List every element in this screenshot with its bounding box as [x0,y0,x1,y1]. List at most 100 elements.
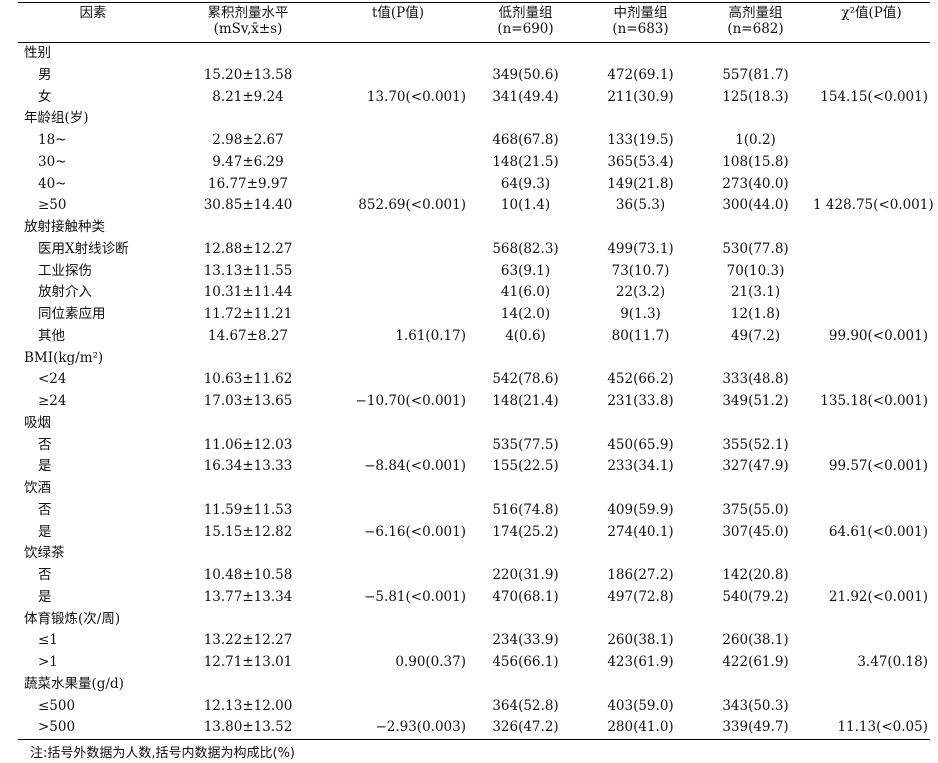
t-value-cell: −6.16(<0.001) [364,523,466,540]
header-mid-dose: 中剂量组 (n=683) [583,2,698,43]
t-value-cell [328,348,468,370]
t-value-cell [328,65,468,87]
table-row: 放射介入 10.31±11.44 41(6.0) 22(3.2) 21(3.1) [18,282,930,304]
high-dose-cell: 375(55.0) [722,501,789,518]
high-dose-cell [698,543,813,565]
low-dose-cell [468,543,583,565]
chi-value-cell [813,565,930,587]
factor-cell: 是 [38,458,52,475]
t-value-cell [328,413,468,435]
dose-cell: 10.63±11.62 [203,371,293,388]
factor-cell: 否 [38,436,52,453]
mid-dose-cell: 133(19.5) [607,132,674,148]
t-value-cell: 852.69(<0.001) [358,197,466,214]
header-high-dose: 高剂量组 (n=682) [698,2,813,43]
factor-cell: 18~ [38,132,67,148]
factor-cell: 同位素应用 [38,306,106,322]
mid-dose-cell: 423(61.9) [607,654,674,670]
factor-cell: 性别 [24,45,51,61]
high-dose-cell: 260(38.1) [722,632,789,649]
factor-cell: ≥24 [38,393,67,409]
dose-cell: 30.85±14.40 [203,197,293,214]
table-row: 30~ 9.47±6.29 148(21.5) 365(53.4) 108(15.8) [18,152,930,174]
high-dose-cell: 339(49.7) [698,717,813,741]
low-dose-cell [468,108,583,130]
t-value-cell: −8.84(<0.001) [364,458,466,475]
mid-dose-cell: 211(30.9) [607,88,674,105]
high-dose-cell [698,609,813,631]
t-value-cell [328,174,468,196]
mid-dose-cell: 80(11.7) [611,327,670,344]
category-row: 放射接触种类 [18,217,930,239]
dose-cell: 12.88±12.27 [203,240,293,257]
dose-cell: 13.22±12.27 [203,632,293,649]
chi-value-cell: 3.47(0.18) [857,654,928,670]
high-dose-cell: 1(0.2) [735,132,776,148]
high-dose-cell: 355(52.1) [722,436,789,453]
low-dose-cell: 568(82.3) [492,240,559,257]
high-dose-cell: 540(79.2) [722,588,789,605]
chi-value-cell [813,543,930,565]
low-dose-cell [468,413,583,435]
t-value-cell [328,478,468,500]
chi-value-cell [813,261,930,283]
chi-value-cell [813,609,930,631]
chi-value-cell [813,696,930,718]
table-row: ≥50 30.85±14.40 852.69(<0.001) 10(1.4) 36(5.… [18,195,934,217]
factor-cell: 医用X射线诊断 [38,240,129,257]
category-row: 年龄组(岁) [18,108,930,130]
high-dose-cell [698,348,813,370]
factor-cell: 吸烟 [24,414,51,431]
mid-dose-cell: 280(41.0) [583,717,698,741]
dose-cell: 11.72±11.21 [203,306,293,322]
factor-cell: >1 [38,654,58,670]
chi-value-cell [813,239,930,261]
mid-dose-cell: 452(66.2) [607,371,674,388]
mid-dose-cell: 9(1.3) [620,306,661,322]
table-row: ≤500 12.13±12.00 364(52.8) 403(59.0) 343(50.… [18,696,930,718]
factor-cell: 饮酒 [24,480,51,496]
mid-dose-cell [583,609,698,631]
table-row: 40~ 16.77±9.97 64(9.3) 149(21.8) 273(40.0) [18,174,930,196]
chi-value-cell [813,413,930,435]
low-dose-cell: 468(67.8) [492,132,559,148]
table-row: >1 12.71±13.01 0.90(0.37) 456(66.1) 423(61.9… [18,652,930,674]
low-dose-cell [468,609,583,631]
chi-value-cell [813,217,930,239]
chi-value-cell [813,500,930,522]
low-dose-cell: 535(77.5) [492,436,559,453]
t-value-cell: 13.70(<0.001) [366,88,466,105]
low-dose-cell [468,348,583,370]
t-value-cell [328,696,468,718]
high-dose-cell: 349(51.2) [722,393,789,409]
chi-value-cell: 99.57(<0.001) [828,458,928,475]
factor-cell: 否 [38,501,52,518]
category-row: 饮酒 [18,478,930,500]
table-row: 同位素应用 11.72±11.21 14(2.0) 9(1.3) 12(1.8) [18,304,930,326]
factor-cell: ≤500 [38,697,76,714]
dose-cell [168,413,328,435]
table-row: ≤1 13.22±12.27 234(33.9) 260(38.1) 260(38.1) [18,630,930,652]
low-dose-cell: 41(6.0) [500,284,551,301]
header-t-value: t值(P值) [328,2,468,43]
mid-dose-cell [583,674,698,696]
dose-cell: 11.59±11.53 [203,501,293,518]
low-dose-cell: 148(21.4) [492,393,559,409]
category-row: 体育锻炼(次/周) [18,609,930,631]
dose-cell [168,543,328,565]
header-row: 因素 累积剂量水平 (mSv,x̄±s) t值(P值) 低剂量组 (n=690)… [18,2,930,43]
table-row: >500 13.80±13.52 −2.93(0.003) 326(47.2) 280(… [18,717,930,741]
mid-dose-cell: 22(3.2) [615,284,666,301]
mid-dose-cell: 186(27.2) [607,567,674,583]
t-value-cell [328,261,468,283]
chi-value-cell [813,43,930,65]
factor-cell: ≤1 [38,632,58,649]
dose-cell [168,348,328,370]
chi-value-cell [813,174,930,196]
low-dose-cell: 456(66.1) [492,654,559,670]
t-value-cell [328,543,468,565]
mid-dose-cell: 497(72.8) [607,588,674,605]
t-value-cell [328,152,468,174]
mid-dose-cell [583,543,698,565]
dose-cell [168,674,328,696]
